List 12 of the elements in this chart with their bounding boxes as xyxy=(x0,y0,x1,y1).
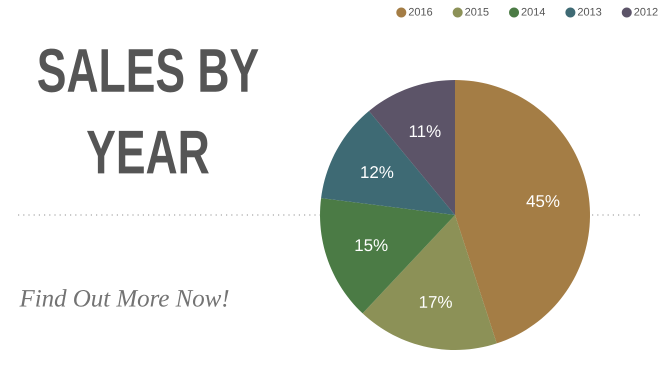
legend-label: 2014 xyxy=(522,8,546,16)
data-label: 45% xyxy=(526,195,560,208)
legend-label: 2013 xyxy=(578,8,602,16)
data-label: 11% xyxy=(410,125,441,138)
text: SALES BY YEAR xyxy=(38,48,258,174)
text: Find Out More Now! xyxy=(19,289,228,307)
legend-label: 2016 xyxy=(408,8,432,16)
legend-label: 2012 xyxy=(634,8,658,16)
data-label: 12% xyxy=(361,166,394,178)
legend-label: 2015 xyxy=(465,8,489,16)
data-label: 15% xyxy=(356,239,388,252)
data-label: 17% xyxy=(420,296,452,308)
